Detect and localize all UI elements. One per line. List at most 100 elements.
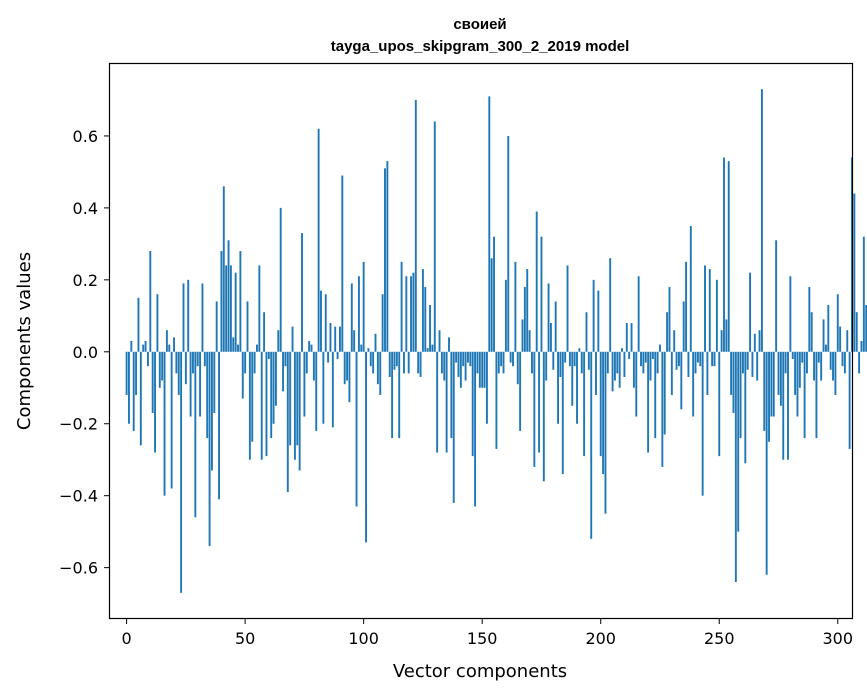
bar-18 [168,344,171,352]
bar-100 [362,261,365,352]
bar-155 [493,236,495,352]
bar-124 [419,351,422,377]
bar-250 [718,351,721,457]
bar-281 [791,351,794,359]
bar-269 [763,351,766,431]
bar-190 [576,351,578,424]
bar-71 [293,351,296,460]
bar-21 [175,351,178,374]
bar-151 [483,351,486,388]
bar-304 [846,330,849,352]
bar-20 [173,337,175,352]
bar-216 [637,276,640,352]
bar-279 [787,351,789,460]
bar-102 [367,348,370,352]
bar-27 [189,351,192,417]
bar-128 [429,305,431,352]
bar-118 [405,276,408,352]
bar-248 [713,351,716,367]
bar-308 [855,312,858,352]
bar-222 [651,351,654,359]
bar-149 [478,351,481,388]
bar-193 [583,351,586,457]
bar-132 [438,330,441,352]
bar-113 [393,351,396,370]
bar-294 [822,319,825,352]
bar-214 [632,351,635,388]
bar-274 [775,240,778,352]
bar-179 [549,323,552,352]
bar-213 [630,323,633,352]
bar-298 [832,351,834,381]
bar-283 [796,351,799,417]
bar-260 [742,351,744,374]
bar-261 [744,351,747,464]
y-tick-label: 0.6 [73,127,98,146]
bar-286 [803,351,806,439]
bar-154 [490,258,493,352]
bar-69 [289,351,292,446]
bar-83 [322,351,325,424]
bar-123 [417,351,420,374]
bar-291 [815,351,818,439]
bar-234 [680,351,683,410]
bar-296 [827,305,830,352]
bar-300 [836,294,839,352]
bar-109 [384,168,386,352]
bar-187 [568,351,571,367]
bar-42 [225,265,228,352]
bar-88 [334,326,337,352]
bar-101 [365,351,367,543]
bar-136 [448,337,450,352]
bar-309 [858,351,861,374]
bar-135 [445,351,448,453]
bar-288 [808,287,811,352]
bar-271 [768,351,770,442]
bar-64 [277,330,280,352]
bar-282 [794,351,797,395]
bar-169 [526,269,529,352]
bar-240 [694,351,697,374]
bar-196 [590,351,593,539]
bar-92 [343,351,346,385]
bar-53 [251,351,254,442]
bar-302 [841,351,844,367]
bar-280 [789,276,792,352]
bar-295 [824,344,827,352]
y-tick-label: −0.6 [59,559,98,578]
bar-176 [542,351,545,482]
bar-1 [128,351,130,424]
bar-111 [388,351,391,377]
bar-79 [312,351,315,381]
bar-238 [689,225,692,352]
bar-172 [533,351,536,467]
x-tick-label: 250 [704,629,735,648]
bar-245 [706,351,709,395]
bar-105 [374,333,377,352]
bar-276 [779,351,782,406]
bar-247 [711,351,714,367]
bar-70 [291,326,294,352]
bar-22 [177,351,180,395]
bar-49 [241,351,244,399]
bar-287 [806,351,808,374]
bar-37 [213,351,216,413]
bar-270 [765,351,768,575]
bar-218 [642,351,645,374]
bar-252 [723,157,725,352]
bar-233 [678,351,680,367]
bars-group [125,89,867,593]
bar-186 [566,265,569,352]
x-tick-label: 100 [348,629,379,648]
bar-142 [462,351,465,367]
bar-85 [327,351,330,363]
bar-65 [279,207,282,352]
y-tick-label: −0.4 [59,487,98,506]
bar-138 [452,351,455,503]
bar-93 [346,351,349,381]
bar-5 [137,297,140,352]
bar-237 [687,351,690,377]
bar-47 [237,344,239,352]
bar-210 [623,351,626,377]
bar-242 [699,351,702,367]
